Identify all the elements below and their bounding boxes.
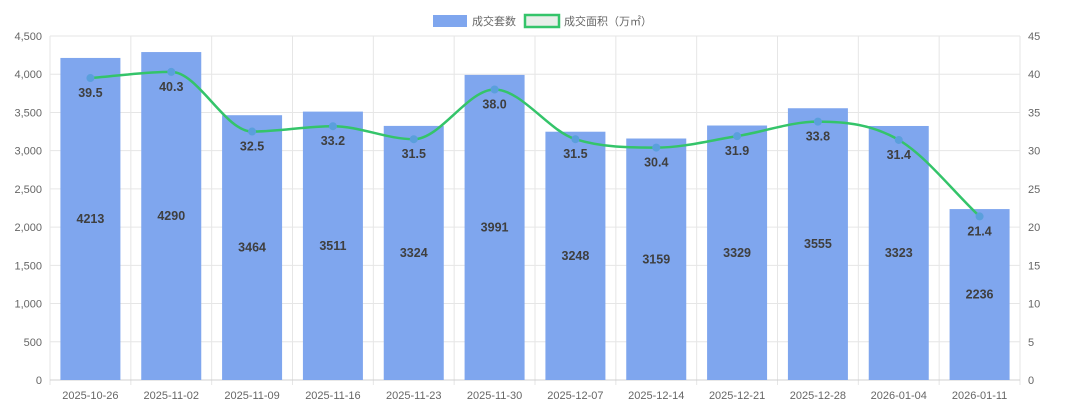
- x-tick-label: 2025-12-21: [709, 390, 765, 402]
- bar: [868, 125, 929, 380]
- line-value-label: 39.5: [78, 86, 102, 100]
- left-tick-label: 500: [24, 337, 42, 349]
- line-value-label: 31.5: [402, 147, 426, 161]
- line-value-label: 31.9: [725, 144, 749, 158]
- line-point: [248, 127, 257, 136]
- right-tick-label: 15: [1028, 260, 1040, 272]
- bar: [383, 125, 444, 380]
- right-tick-label: 20: [1028, 222, 1040, 234]
- x-tick-label: 2025-12-07: [547, 390, 603, 402]
- bar: [141, 52, 202, 380]
- bar-value-label: 4290: [157, 209, 185, 223]
- line-point: [652, 143, 661, 152]
- bar-value-label: 3991: [481, 220, 509, 234]
- line-point: [167, 67, 176, 76]
- bar: [545, 131, 606, 380]
- line-value-label: 38.0: [482, 98, 506, 112]
- bar: [626, 138, 687, 380]
- left-y-axis: 0 500 1,000 1,500 2,000 2,500 3,000 3,500 4,000 4…: [14, 31, 42, 387]
- bar: [787, 108, 848, 381]
- legend-label-line: 成交面积（万㎡）: [564, 14, 652, 28]
- line-value-label: 30.4: [644, 156, 668, 170]
- bar: [707, 125, 768, 380]
- left-tick-label: 3,500: [14, 107, 42, 119]
- left-tick-label: 4,000: [14, 69, 42, 81]
- x-tick-label: 2025-12-28: [790, 390, 846, 402]
- bar-value-label: 2236: [966, 288, 994, 302]
- right-tick-label: 40: [1028, 69, 1040, 81]
- line-point: [571, 135, 580, 144]
- bar-value-label: 3464: [238, 241, 266, 255]
- line-value-label: 33.2: [321, 134, 345, 148]
- x-tick-label: 2025-11-30: [467, 390, 522, 402]
- line-value-label: 32.5: [240, 140, 264, 154]
- right-tick-label: 30: [1028, 146, 1040, 158]
- bar: [464, 74, 525, 381]
- right-tick-label: 0: [1028, 375, 1034, 387]
- line-point: [328, 122, 337, 131]
- bar-value-label: 3159: [642, 252, 670, 266]
- line-point: [975, 212, 984, 221]
- line-point: [733, 132, 742, 141]
- x-tick-label: 2025-11-02: [144, 390, 199, 402]
- bar: [60, 57, 121, 381]
- left-tick-label: 2,000: [14, 222, 42, 234]
- x-tick-label: 2025-11-23: [386, 390, 441, 402]
- legend[interactable]: 成交套数 成交面积（万㎡）: [433, 13, 652, 29]
- left-tick-label: 0: [36, 375, 42, 387]
- bar: [222, 115, 283, 380]
- bar-value-label: 3324: [400, 246, 428, 260]
- x-tick-label: 2026-01-04: [871, 390, 927, 402]
- left-tick-label: 1,000: [14, 299, 42, 311]
- legend-item-bars[interactable]: 成交套数: [433, 14, 516, 28]
- bar-value-label: 4213: [77, 212, 105, 226]
- bar: [949, 209, 1010, 380]
- x-tick-label: 2025-10-26: [62, 390, 118, 402]
- bar-value-label: 3323: [885, 246, 913, 260]
- line-value-labels: 39.5 40.3 32.5 33.2 31.5 38.0 31.5 30.4 31.9 33.8…: [78, 80, 992, 238]
- bar-value-label: 3329: [723, 246, 751, 260]
- legend-label-bars: 成交套数: [472, 14, 516, 28]
- line-point: [813, 117, 822, 126]
- x-tick-label: 2025-12-14: [628, 390, 684, 402]
- left-tick-label: 4,500: [14, 31, 42, 43]
- right-tick-label: 5: [1028, 337, 1034, 349]
- right-tick-label: 45: [1028, 31, 1040, 43]
- grid-lines: [49, 35, 1021, 385]
- line-value-label: 31.4: [887, 148, 911, 162]
- line-value-label: 31.5: [563, 147, 587, 161]
- line-value-label: 33.8: [806, 130, 830, 144]
- right-tick-label: 25: [1028, 184, 1040, 196]
- right-tick-label: 10: [1028, 299, 1040, 311]
- line-value-label: 21.4: [967, 224, 991, 238]
- right-y-axis: 0 5 10 15 20 25 30 35 40 45: [1028, 31, 1040, 387]
- left-tick-label: 3,000: [14, 146, 42, 158]
- bar-value-label: 3248: [562, 249, 590, 263]
- bar: [302, 111, 363, 381]
- line-point: [409, 135, 418, 144]
- right-tick-label: 35: [1028, 107, 1040, 119]
- line-series: [86, 67, 984, 221]
- bar-value-label: 3511: [319, 239, 346, 253]
- line-point: [86, 74, 95, 83]
- x-tick-label: 2025-11-09: [224, 390, 279, 402]
- x-axis: 2025-10-26 2025-11-02 2025-11-09 2025-11-16…: [50, 379, 1020, 402]
- x-tick-label: 2025-11-16: [305, 390, 360, 402]
- bar-series: [60, 52, 1010, 381]
- bar-value-label: 3555: [804, 237, 832, 251]
- legend-swatch-line: [523, 13, 561, 29]
- left-tick-label: 2,500: [14, 184, 42, 196]
- line-point: [894, 135, 903, 144]
- legend-item-line[interactable]: 成交面积（万㎡）: [523, 13, 652, 29]
- x-tick-label: 2026-01-11: [952, 390, 1007, 402]
- legend-swatch-bars: [433, 15, 467, 27]
- line-point: [490, 85, 499, 94]
- area-line: [90, 70, 981, 218]
- bar-value-labels: 4213 4290 3464 3511 3324 3991 3248 3159 3329 3555…: [77, 209, 994, 302]
- line-value-label: 40.3: [159, 80, 183, 94]
- left-tick-label: 1,500: [14, 260, 42, 272]
